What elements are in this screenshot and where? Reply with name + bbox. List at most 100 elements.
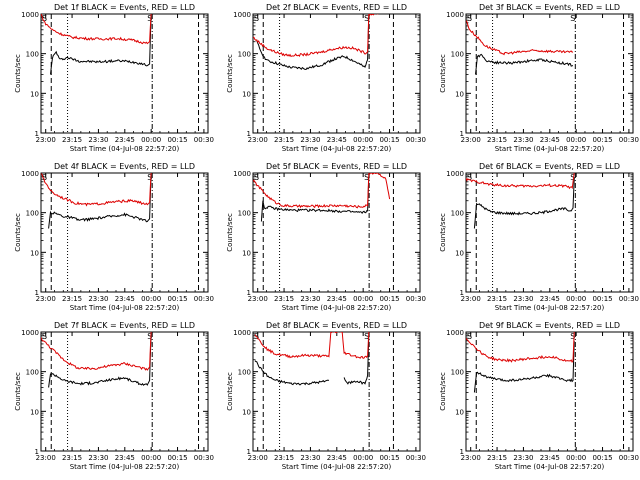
chart-panel: Det 9f BLACK = Events, RED = LLD 1 10 100 10… xyxy=(439,321,639,471)
y-tick-label: 100 xyxy=(451,210,464,218)
x-tick-label: 23:00 xyxy=(461,295,481,303)
chart-title: Det 9f BLACK = Events, RED = LLD xyxy=(479,321,620,330)
x-tick-label: 00:15 xyxy=(379,136,399,144)
x-axis-label: Start Time (04-Jul-08 22:57:20) xyxy=(282,304,392,312)
x-tick-label: 23:45 xyxy=(327,136,347,144)
x-tick-label: 23:45 xyxy=(540,454,560,462)
x-tick-label: 23:45 xyxy=(115,454,135,462)
lld-series-line xyxy=(253,173,391,209)
x-tick-label: 00:00 xyxy=(566,295,586,303)
stop-marker-label: S xyxy=(147,173,152,182)
x-tick-label: 23:00 xyxy=(248,136,268,144)
x-axis-label: Start Time (04-Jul-08 22:57:20) xyxy=(70,145,180,153)
chart-title: Det 1f BLACK = Events, RED = LLD xyxy=(54,3,195,12)
x-tick-label: 23:30 xyxy=(300,136,320,144)
y-tick-label: 1000 xyxy=(21,170,39,178)
y-tick-label: 1000 xyxy=(446,11,464,19)
lld-series-line xyxy=(466,20,574,56)
chart-panel: Det 1f BLACK = Events, RED = LLD 1 10 100 10… xyxy=(14,3,214,153)
y-tick-label: 100 xyxy=(238,210,251,218)
stop-marker-label: S xyxy=(570,332,575,341)
series-layer xyxy=(466,332,575,393)
start-marker-label: S xyxy=(467,332,472,341)
start-marker-label: S xyxy=(254,173,259,182)
start-marker-label: S xyxy=(467,14,472,23)
x-tick-label: 23:45 xyxy=(115,136,135,144)
y-tick-label: 10 xyxy=(455,249,464,257)
lld-series-line xyxy=(253,14,379,58)
x-tick-label: 00:30 xyxy=(619,136,639,144)
events-series-line xyxy=(48,333,152,388)
x-axis-label: Start Time (04-Jul-08 22:57:20) xyxy=(70,463,180,471)
chart-title: Det 7f BLACK = Events, RED = LLD xyxy=(54,321,195,330)
chart-panel: Det 4f BLACK = Events, RED = LLD 1 10 100 10… xyxy=(14,162,214,312)
x-tick-label: 00:30 xyxy=(194,454,214,462)
y-tick-label: 100 xyxy=(451,369,464,377)
lld-series-line xyxy=(41,332,152,371)
x-tick-label: 00:00 xyxy=(353,295,373,303)
y-tick-label: 100 xyxy=(238,51,251,59)
chart-title: Det 6f BLACK = Events, RED = LLD xyxy=(479,162,620,171)
x-tick-label: 00:30 xyxy=(406,454,426,462)
stop-marker-label: S xyxy=(364,173,369,182)
series-layer xyxy=(466,20,574,75)
lld-series-line xyxy=(254,332,370,359)
lld-series-line xyxy=(41,173,152,207)
y-tick-label: 1 xyxy=(460,289,464,297)
events-series-line xyxy=(50,15,152,75)
chart-title: Det 8f BLACK = Events, RED = LLD xyxy=(266,321,407,330)
start-marker-label: S xyxy=(254,14,259,23)
y-tick-label: 100 xyxy=(26,369,39,377)
plot-frame xyxy=(465,172,634,293)
x-tick-label: 23:45 xyxy=(540,295,560,303)
events-series-line xyxy=(260,176,370,222)
y-tick-label: 1000 xyxy=(21,329,39,337)
x-tick-label: 00:00 xyxy=(353,136,373,144)
y-axis-label: Counts/sec xyxy=(226,213,234,252)
plot-frame xyxy=(40,13,209,134)
x-tick-label: 23:45 xyxy=(115,295,135,303)
x-tick-label: 23:15 xyxy=(274,454,294,462)
chart-title: Det 3f BLACK = Events, RED = LLD xyxy=(479,3,620,12)
series-layer xyxy=(253,173,391,222)
x-tick-label: 00:00 xyxy=(141,454,161,462)
chart-panel: Det 7f BLACK = Events, RED = LLD 1 10 100 10… xyxy=(14,321,214,471)
y-tick-label: 100 xyxy=(26,210,39,218)
y-axis-label: Counts/sec xyxy=(14,54,22,93)
y-tick-label: 1000 xyxy=(233,329,251,337)
series-layer xyxy=(41,173,152,229)
x-tick-label: 23:30 xyxy=(513,454,533,462)
x-tick-label: 00:30 xyxy=(406,136,426,144)
plot-frame xyxy=(465,13,634,134)
x-tick-label: 00:15 xyxy=(592,454,612,462)
lld-series-line xyxy=(466,173,575,190)
events-series-line xyxy=(473,179,575,229)
y-tick-label: 1000 xyxy=(233,170,251,178)
plot-frame xyxy=(252,172,421,293)
x-tick-label: 23:00 xyxy=(36,454,56,462)
x-tick-label: 23:30 xyxy=(513,136,533,144)
plot-frame xyxy=(40,172,209,293)
chart-title: Det 5f BLACK = Events, RED = LLD xyxy=(266,162,407,171)
y-tick-label: 1 xyxy=(247,130,251,138)
y-axis-label: Counts/sec xyxy=(439,213,447,252)
stop-marker-label: S xyxy=(364,14,369,23)
events-series-line xyxy=(48,174,152,229)
x-tick-label: 23:00 xyxy=(248,454,268,462)
lld-series-line xyxy=(466,332,575,364)
y-tick-label: 10 xyxy=(30,249,39,257)
x-tick-label: 23:15 xyxy=(274,295,294,303)
x-tick-label: 00:15 xyxy=(592,295,612,303)
x-tick-label: 00:30 xyxy=(406,295,426,303)
stop-marker-label: S xyxy=(570,14,575,23)
events-series-line xyxy=(343,335,370,385)
x-tick-label: 23:00 xyxy=(36,295,56,303)
x-tick-label: 23:30 xyxy=(513,295,533,303)
series-layer xyxy=(466,173,575,229)
series-layer xyxy=(41,14,152,75)
plot-frame xyxy=(252,13,421,134)
y-tick-label: 1 xyxy=(35,448,39,456)
series-layer xyxy=(41,332,152,388)
chart-panel: Det 8f BLACK = Events, RED = LLD 1 10 100 10… xyxy=(226,321,426,471)
y-axis-label: Counts/sec xyxy=(226,54,234,93)
